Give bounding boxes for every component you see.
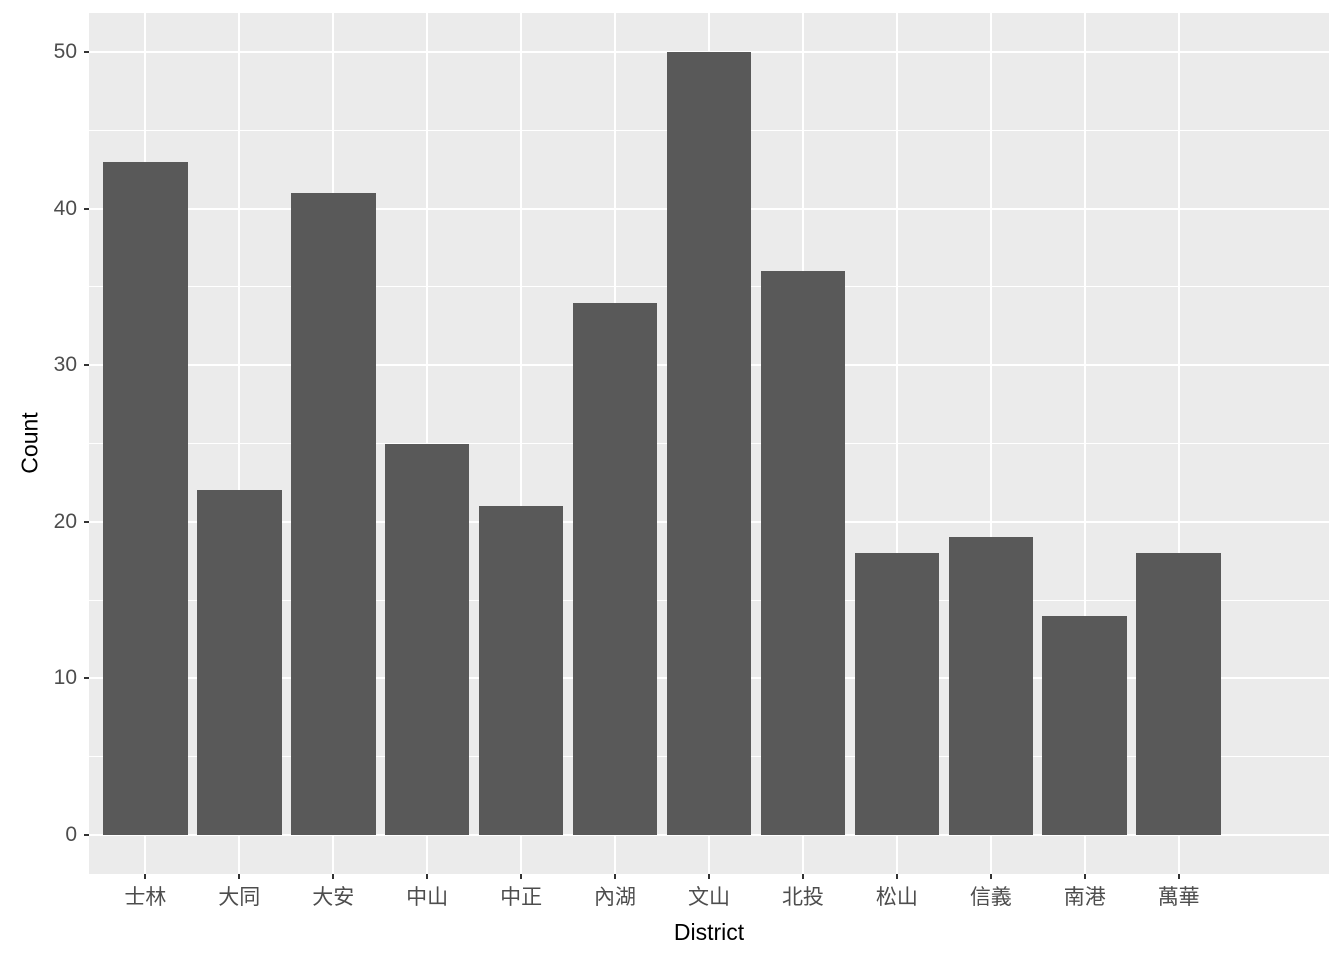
gridline-vertical <box>238 13 241 874</box>
gridline-vertical <box>1177 13 1180 874</box>
x-tick-mark <box>426 874 429 879</box>
plot-panel <box>89 13 1329 874</box>
y-tick-label: 10 <box>53 666 77 690</box>
gridline-vertical <box>520 13 523 874</box>
y-tick-label: 50 <box>53 40 77 63</box>
x-tick-mark <box>332 874 335 879</box>
x-tick-mark <box>801 874 804 879</box>
x-tick-mark <box>238 874 241 879</box>
bar <box>854 553 940 835</box>
bar <box>760 271 846 835</box>
y-tick-mark <box>84 364 89 367</box>
bar <box>103 161 188 835</box>
x-axis-title: District <box>673 919 745 945</box>
bar <box>290 192 376 835</box>
x-tick-label: 內湖 <box>594 886 637 909</box>
x-tick-label: 中正 <box>500 886 543 909</box>
x-tick-mark <box>1177 874 1180 879</box>
x-tick-label: 南港 <box>1063 886 1106 909</box>
y-axis-title: Count <box>16 412 43 474</box>
bar <box>1136 553 1221 835</box>
x-tick-label: 大安 <box>312 886 355 909</box>
x-tick-label: 中山 <box>406 886 449 909</box>
x-tick-mark <box>144 874 147 879</box>
x-tick-label: 大同 <box>218 886 261 909</box>
bar <box>197 490 282 835</box>
bar <box>1042 615 1128 835</box>
bar <box>384 443 470 835</box>
bar <box>666 52 752 835</box>
x-tick-mark <box>520 874 523 879</box>
x-tick-label: 萬華 <box>1157 886 1200 909</box>
gridline-vertical <box>989 13 992 874</box>
x-tick-mark <box>708 874 710 879</box>
y-tick-mark <box>84 677 89 680</box>
y-tick-mark <box>84 520 89 523</box>
x-tick-mark <box>989 874 992 879</box>
x-tick-mark <box>1083 874 1086 879</box>
y-tick-label: 0 <box>65 823 77 846</box>
bar <box>948 537 1034 835</box>
y-tick-label: 40 <box>53 196 77 220</box>
gridline-vertical <box>1083 13 1086 874</box>
bar <box>572 302 658 835</box>
x-tick-label: 士林 <box>124 886 167 909</box>
x-tick-label: 信義 <box>969 886 1012 909</box>
x-tick-mark <box>895 874 898 879</box>
y-tick-label: 20 <box>53 509 77 533</box>
x-tick-mark <box>614 874 617 879</box>
x-tick-label: 文山 <box>688 886 730 909</box>
x-tick-label: 北投 <box>781 886 824 909</box>
y-tick-mark <box>84 51 89 53</box>
y-tick-mark <box>84 207 89 210</box>
x-tick-label: 松山 <box>875 886 918 909</box>
bar <box>478 506 564 835</box>
y-tick-mark <box>84 834 89 836</box>
gridline-vertical <box>895 13 898 874</box>
y-tick-label: 30 <box>53 353 77 377</box>
